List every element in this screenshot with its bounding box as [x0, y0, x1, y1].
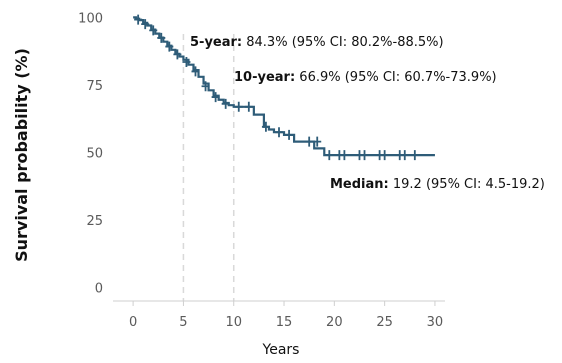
y-tick-label: 50: [86, 146, 103, 161]
y-tick-label: 100: [78, 11, 103, 26]
x-tick-label: 5: [179, 315, 187, 330]
annotation-median-value: 19.2 (95% CI: 4.5-19.2): [389, 177, 545, 192]
censor-mark: [201, 81, 210, 92]
annotation-10-year: 10-year: 66.9% (95% CI: 60.7%-73.9%): [234, 70, 497, 85]
censor-mark: [157, 32, 166, 43]
censor-mark: [400, 150, 409, 161]
censor-mark: [380, 150, 389, 161]
censor-mark: [182, 56, 191, 67]
censor-mark: [285, 129, 294, 140]
censor-mark: [221, 98, 230, 109]
x-tick-label: 10: [225, 315, 242, 330]
x-tick-label: 30: [427, 315, 444, 330]
censor-mark: [360, 150, 369, 161]
censor-mark: [141, 19, 150, 30]
annotation-5-year: 5-year: 84.3% (95% CI: 80.2%-88.5%): [190, 35, 444, 50]
y-axis-title: Survival probability (%): [12, 48, 31, 262]
reference-lines: [182, 34, 235, 301]
x-axis-ticks: 0 5 10 15 20 25 30: [129, 301, 443, 330]
annotation-median: Median: 19.2 (95% CI: 4.5-19.2): [330, 177, 545, 192]
censor-mark: [410, 150, 419, 161]
censor-mark: [275, 127, 283, 138]
annotation-median-label: Median:: [330, 177, 389, 192]
x-tick-label: 25: [376, 315, 393, 330]
censor-mark: [234, 101, 243, 112]
annotation-5-year-value: 84.3% (95% CI: 80.2%-88.5%): [242, 35, 443, 50]
x-tick-label: 0: [129, 315, 137, 330]
annotation-5-year-label: 5-year:: [190, 35, 242, 50]
censor-mark: [191, 66, 200, 77]
y-tick-label: 0: [95, 281, 103, 296]
censor-mark: [134, 14, 143, 25]
censor-mark: [313, 136, 322, 147]
annotation-10-year-value: 66.9% (95% CI: 60.7%-73.9%): [295, 70, 496, 85]
censor-mark: [261, 121, 270, 132]
censor-mark: [173, 49, 182, 60]
y-tick-label: 75: [86, 79, 103, 94]
y-axis-ticks: 0 25 50 75 100: [78, 11, 103, 296]
censor-marks: [134, 14, 419, 161]
censor-mark: [340, 150, 349, 161]
censor-mark: [325, 150, 334, 161]
censor-mark: [165, 41, 174, 52]
y-tick-label: 25: [86, 214, 103, 229]
censor-mark: [149, 25, 158, 36]
censor-mark: [244, 101, 253, 112]
x-tick-label: 20: [326, 315, 343, 330]
x-axis-title: Years: [262, 342, 300, 358]
annotation-10-year-label: 10-year:: [234, 70, 295, 85]
censor-mark: [211, 92, 220, 103]
censor-mark: [305, 136, 314, 147]
x-tick-label: 15: [276, 315, 293, 330]
